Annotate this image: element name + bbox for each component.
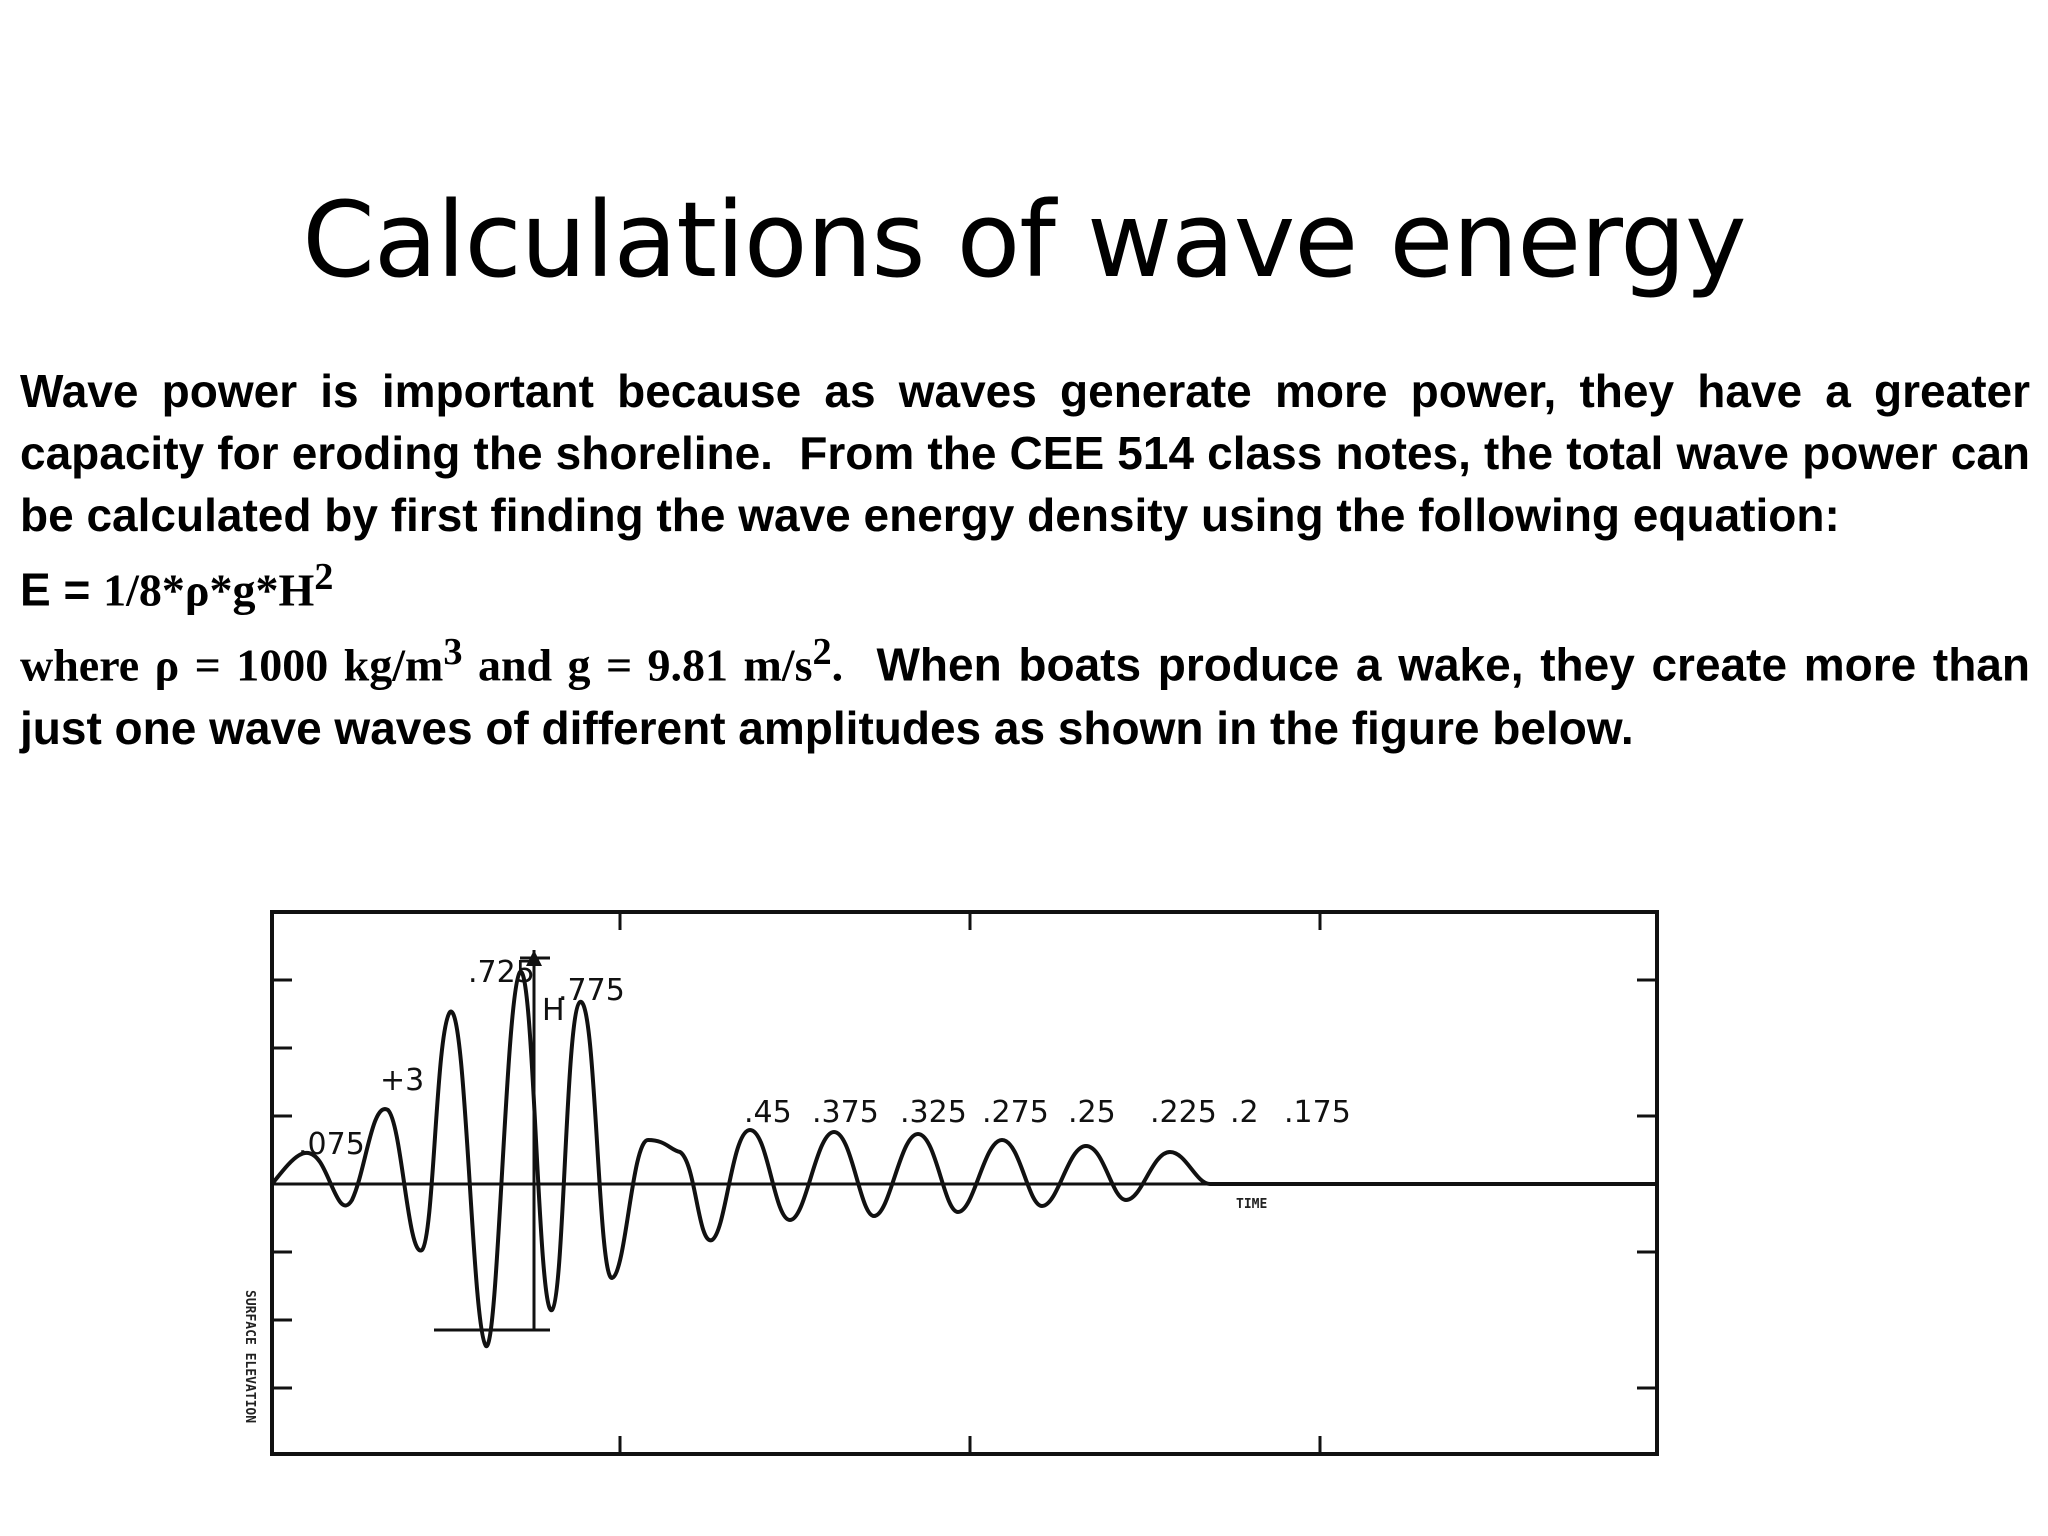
x-axis-label: TIME <box>1236 1197 1267 1212</box>
height-marker-label: H <box>542 993 565 1028</box>
body-text: Wave power is important because as waves… <box>20 360 2030 759</box>
paragraph-constants: where ρ = 1000 kg/m3 and g = 9.81 m/s2. … <box>20 621 2030 758</box>
amp-label-5: .45 <box>744 1095 792 1130</box>
amp-label-9: .25 <box>1068 1095 1116 1130</box>
rho-definition: where ρ = 1000 kg/m <box>20 639 444 691</box>
rho-exponent: 3 <box>443 631 463 674</box>
amp-label-2: +3 <box>380 1063 424 1098</box>
paragraph-wake: When boats produce a wake, they create m… <box>20 638 2030 754</box>
y-axis-ticks <box>272 912 1657 1454</box>
equation-rhs: 1/8*ρ*g*H <box>103 564 315 616</box>
wave-figure: H .075 +3 .725 .775 .45 .375 .325 .275 .… <box>220 900 1670 1470</box>
wave-trace <box>270 969 1657 1349</box>
amp-label-12: .175 <box>1284 1095 1351 1130</box>
g-definition: and g = 9.81 m/s <box>462 639 813 691</box>
slide-title: Calculations of wave energy <box>302 179 1746 301</box>
equation-exponent: 2 <box>314 556 334 598</box>
equation-line: E = 1/8*ρ*g*H2 <box>20 546 2030 621</box>
equation-lhs: E = <box>20 563 104 616</box>
y-axis-label: SURFACE ELEVATION <box>242 1290 257 1423</box>
amp-label-4: .775 <box>558 973 625 1008</box>
amp-label-3: .725 <box>468 955 535 990</box>
amp-label-6: .375 <box>812 1095 879 1130</box>
amp-label-8: .275 <box>982 1095 1049 1130</box>
paragraph-intro: Wave power is important because as waves… <box>20 365 2030 541</box>
amp-label-11: .2 <box>1230 1095 1259 1130</box>
sentence-dot: . <box>831 639 844 691</box>
amp-label-1: .075 <box>298 1127 365 1162</box>
wave-plot: H .075 +3 .725 .775 .45 .375 .325 .275 .… <box>242 910 1659 1456</box>
amp-label-10: .225 <box>1150 1095 1217 1130</box>
height-marker <box>434 950 550 1332</box>
g-exponent: 2 <box>812 631 832 674</box>
amp-label-7: .325 <box>900 1095 967 1130</box>
